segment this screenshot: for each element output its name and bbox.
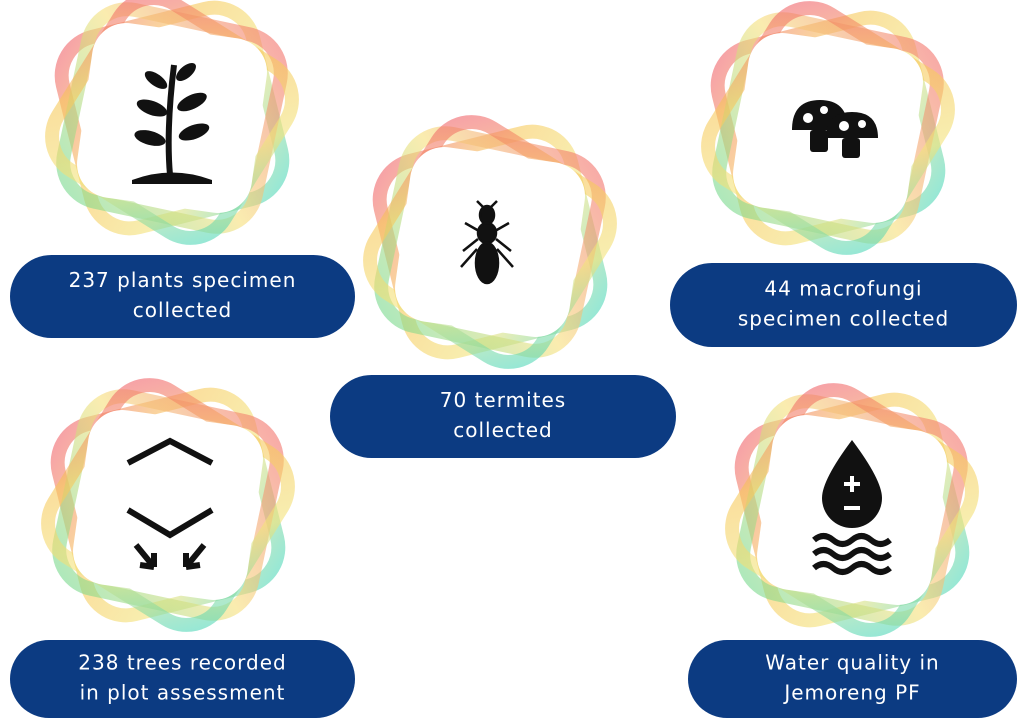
label-pill [10, 640, 355, 718]
frame-ring [45, 0, 299, 245]
label-pill [670, 263, 1017, 347]
assessment-icon [126, 437, 214, 570]
frame [45, 0, 299, 245]
frame-ring [701, 1, 955, 255]
label-text: collected [133, 298, 233, 322]
mushroom-icon [792, 100, 878, 158]
frame-ring [372, 124, 608, 360]
frame-ring [50, 387, 286, 623]
frame-ring [710, 10, 946, 246]
label-text: 44 macrofungi [764, 277, 922, 301]
frames [41, 0, 979, 637]
label-text: in plot assessment [80, 681, 286, 705]
label-text: Jemoreng PF [782, 681, 920, 705]
water-icon [812, 440, 892, 575]
label-pill [10, 255, 355, 338]
label-text: specimen collected [738, 307, 949, 331]
termite-icon [460, 200, 514, 285]
frame-ring [734, 392, 970, 628]
frame-ring [725, 383, 979, 637]
labels: 237 plants specimen collected 70 termites c… [10, 255, 1017, 718]
label-pill [330, 375, 676, 458]
frame [41, 378, 295, 632]
label-text: 70 termites [440, 388, 566, 412]
frame-ring [41, 378, 295, 632]
plant-icon [132, 63, 212, 184]
label-text: 237 plants specimen [69, 268, 297, 292]
label-text: Water quality in [765, 651, 940, 675]
frame-ring [363, 115, 617, 369]
label-pill [688, 640, 1017, 718]
frame-ring [54, 0, 290, 236]
label-text: collected [453, 418, 553, 442]
icons [126, 63, 892, 575]
label-text: 238 trees recorded [78, 651, 286, 675]
frame-center [73, 410, 263, 600]
